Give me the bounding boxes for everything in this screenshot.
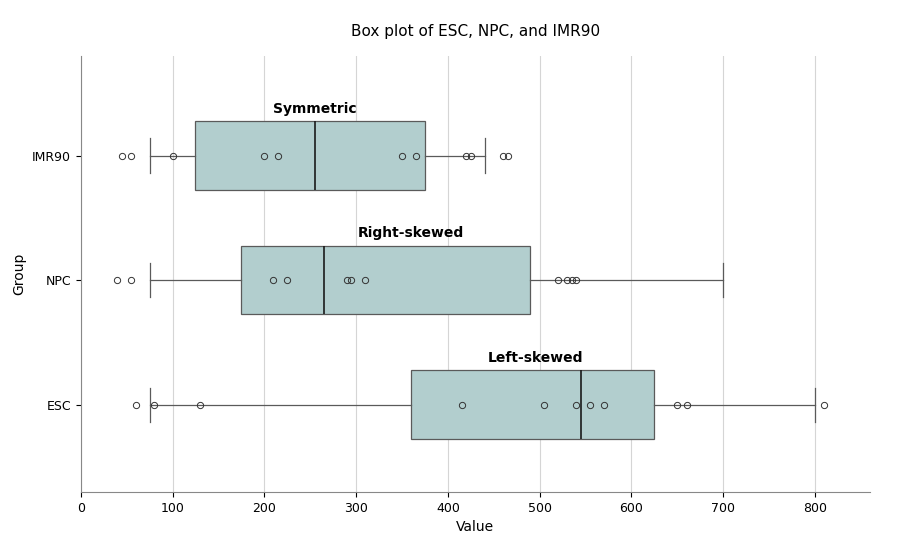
Text: Left-skewed: Left-skewed xyxy=(487,351,583,365)
PathPatch shape xyxy=(241,246,530,314)
Title: Box plot of ESC, NPC, and IMR90: Box plot of ESC, NPC, and IMR90 xyxy=(351,25,600,40)
Text: Right-skewed: Right-skewed xyxy=(358,226,465,240)
Y-axis label: Group: Group xyxy=(13,253,26,295)
PathPatch shape xyxy=(196,121,425,190)
X-axis label: Value: Value xyxy=(457,520,494,534)
PathPatch shape xyxy=(411,371,655,439)
Text: Symmetric: Symmetric xyxy=(273,102,357,116)
